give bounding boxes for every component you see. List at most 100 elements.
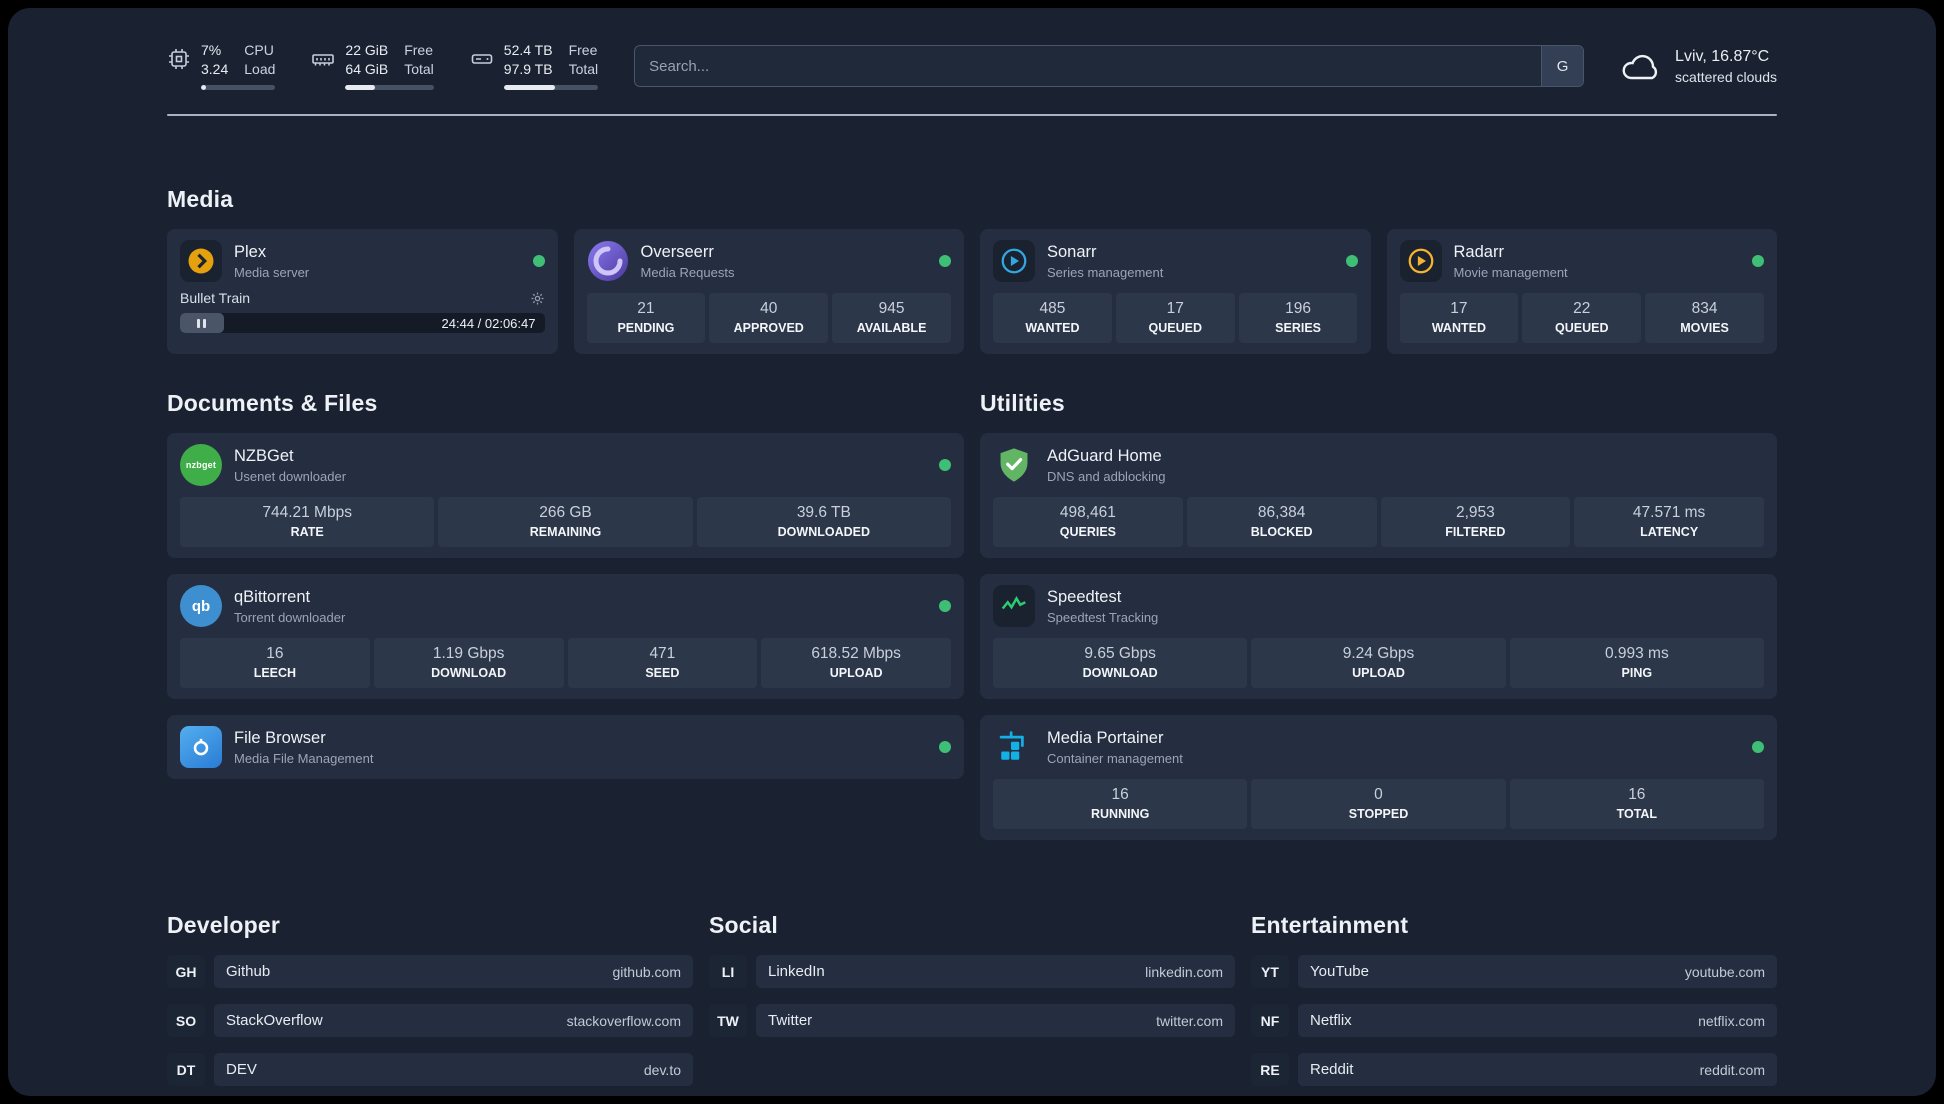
bookmark-name: Netflix <box>1310 1012 1352 1029</box>
speedtest-icon <box>993 585 1035 627</box>
stat-tile: 2,953 FILTERED <box>1380 497 1571 547</box>
app-card-qbittorrent[interactable]: qb qBittorrent Torrent downloader 16 LEEC… <box>167 574 964 699</box>
stat-tile: 17 WANTED <box>1399 293 1519 343</box>
utilities-column: Utilities AdGuard Home <box>980 390 1777 840</box>
bookmark-abbr: RE <box>1251 1053 1289 1086</box>
bookmark-youtube[interactable]: YT YouTube youtube.com <box>1251 955 1777 988</box>
app-title: File Browser <box>234 728 326 747</box>
app-title: qBittorrent <box>234 587 311 606</box>
app-card-sonarr[interactable]: Sonarr Series management 485 WANTED 17 QUE… <box>980 229 1371 354</box>
ram-total-value: 64 GiB <box>345 61 389 77</box>
status-dot <box>939 600 951 612</box>
disk-icon <box>470 47 494 71</box>
app-title: Sonarr <box>1047 242 1097 261</box>
cpu-load-value: 3.24 <box>201 61 229 77</box>
search-input[interactable] <box>635 46 1542 86</box>
cpu-label: CPU <box>244 42 274 58</box>
stat-tile: 17 QUEUED <box>1115 293 1235 343</box>
gear-icon[interactable] <box>530 291 545 306</box>
top-bar: 7% 3.24 CPU Load <box>167 8 1777 90</box>
portainer-icon <box>993 726 1035 768</box>
app-card-overseerr[interactable]: Overseerr Media Requests 21 PENDING 40 APP… <box>573 229 964 354</box>
bookmark-name: Reddit <box>1310 1061 1354 1078</box>
cpu-metric: 7% 3.24 CPU Load <box>167 42 276 90</box>
app-card-speedtest[interactable]: Speedtest Speedtest Tracking 9.65 Gbps DO… <box>980 574 1777 699</box>
weather-condition: scattered clouds <box>1675 68 1777 85</box>
bookmark-github[interactable]: GH Github github.com <box>167 955 693 988</box>
app-subtitle: Media Requests <box>640 264 735 280</box>
section-title-social: Social <box>709 912 778 938</box>
bookmark-dev[interactable]: DT DEV dev.to <box>167 1053 693 1086</box>
stat-tile: 0 STOPPED <box>1251 779 1506 829</box>
app-title: Radarr <box>1453 242 1504 261</box>
documents-column: Documents & Files nzbget NZBGet Usenet d… <box>167 390 964 840</box>
cpu-progress-fill <box>201 85 207 90</box>
status-dot <box>939 459 951 471</box>
status-dot <box>939 741 951 753</box>
section-title-documents: Documents & Files <box>167 390 378 416</box>
bookmark-url: reddit.com <box>1699 1061 1765 1078</box>
media-pause-button[interactable] <box>180 313 224 333</box>
app-subtitle: Movie management <box>1453 264 1568 280</box>
filebrowser-icon <box>180 726 222 768</box>
nzbget-icon: nzbget <box>180 444 222 486</box>
disk-free-label: Free <box>568 42 598 58</box>
bookmark-twitter[interactable]: TW Twitter twitter.com <box>709 1004 1235 1037</box>
stat-tile: 0.993 ms PING <box>1509 638 1764 688</box>
bookmark-url: netflix.com <box>1698 1012 1765 1029</box>
stat-tile: 834 MOVIES <box>1645 293 1764 343</box>
track-title: Bullet Train <box>180 290 251 306</box>
stat-tile: 498,461 QUERIES <box>993 497 1183 547</box>
stat-tile: 1.19 Gbps DOWNLOAD <box>373 638 564 688</box>
app-subtitle: Media server <box>234 264 310 280</box>
stat-tile: 266 GB REMAINING <box>438 497 693 547</box>
ram-total-label: Total <box>404 61 434 77</box>
disk-total-label: Total <box>568 61 599 77</box>
bookmark-abbr: TW <box>709 1004 747 1037</box>
media-card-row: Plex Media server Bullet Train <box>167 229 1777 354</box>
topbar-divider <box>167 114 1777 116</box>
app-subtitle: Container management <box>1047 750 1183 766</box>
app-card-radarr[interactable]: Radarr Movie management 17 WANTED 22 QUEUE… <box>1386 229 1777 354</box>
disk-metric: 52.4 TB 97.9 TB Free Total <box>470 42 599 90</box>
bookmark-group-developer: Developer GH Github github.com SO StackO… <box>167 912 693 1086</box>
stat-tile: 485 WANTED <box>993 293 1112 343</box>
playback-progress-bar[interactable]: 24:44 / 02:06:47 <box>180 313 545 333</box>
bookmark-name: YouTube <box>1310 963 1369 980</box>
app-card-plex[interactable]: Plex Media server Bullet Train <box>167 229 558 354</box>
ram-progress-bar <box>345 85 434 90</box>
adguard-icon <box>993 444 1035 486</box>
status-dot <box>1752 255 1764 267</box>
bookmark-linkedin[interactable]: LI LinkedIn linkedin.com <box>709 955 1235 988</box>
playback-time: 24:44 / 02:06:47 <box>441 315 536 331</box>
app-title: Media Portainer <box>1047 728 1164 747</box>
bookmark-reddit[interactable]: RE Reddit reddit.com <box>1251 1053 1777 1086</box>
dashboard: 7% 3.24 CPU Load <box>8 8 1936 1096</box>
bookmark-abbr: YT <box>1251 955 1289 988</box>
stat-tile: 16 LEECH <box>180 638 370 688</box>
app-card-nzbget[interactable]: nzbget NZBGet Usenet downloader 744.21 M… <box>167 433 964 558</box>
app-subtitle: Media File Management <box>234 750 374 766</box>
ram-free-value: 22 GiB <box>345 42 389 58</box>
cpu-progress-bar <box>201 85 276 90</box>
bookmark-stackoverflow[interactable]: SO StackOverflow stackoverflow.com <box>167 1004 693 1037</box>
app-card-portainer[interactable]: Media Portainer Container management 16 R… <box>980 715 1777 840</box>
stat-tile: 16 TOTAL <box>1509 779 1764 829</box>
app-title: Speedtest <box>1047 587 1122 606</box>
stat-tile: 744.21 Mbps RATE <box>180 497 435 547</box>
bookmark-group-entertainment: Entertainment YT YouTube youtube.com NF … <box>1251 912 1777 1086</box>
bookmark-group-social: Social LI LinkedIn linkedin.com TW Twitt… <box>709 912 1235 1086</box>
app-subtitle: Speedtest Tracking <box>1047 609 1159 625</box>
app-card-filebrowser[interactable]: File Browser Media File Management <box>167 715 964 779</box>
stat-tile: 40 APPROVED <box>709 293 829 343</box>
bookmark-netflix[interactable]: NF Netflix netflix.com <box>1251 1004 1777 1037</box>
pause-icon <box>197 318 201 328</box>
app-card-adguard[interactable]: AdGuard Home DNS and adblocking 498,461 Q… <box>980 433 1777 558</box>
search-engine-button[interactable]: G <box>1541 46 1584 86</box>
app-subtitle: DNS and adblocking <box>1047 468 1166 484</box>
app-subtitle: Series management <box>1047 264 1164 280</box>
cloud-icon <box>1620 49 1662 83</box>
bookmark-name: DEV <box>226 1061 257 1078</box>
ram-progress-fill <box>345 85 376 90</box>
bookmark-abbr: LI <box>709 955 747 988</box>
